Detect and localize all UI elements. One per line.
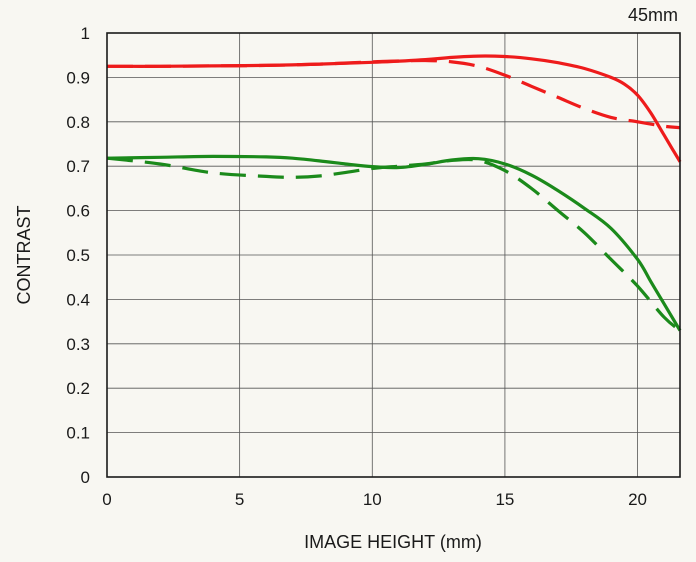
- x-tick-label-2: 10: [363, 490, 382, 509]
- chart-title: 45mm: [628, 5, 678, 25]
- y-tick-label-5: 0.5: [66, 246, 90, 265]
- x-tick-label-3: 15: [495, 490, 514, 509]
- y-tick-label-0: 0: [81, 468, 90, 487]
- y-tick-label-10: 1: [81, 24, 90, 43]
- y-tick-label-7: 0.7: [66, 157, 90, 176]
- x-tick-label-0: 0: [102, 490, 111, 509]
- plot-frame: [106, 32, 681, 478]
- y-tick-label-9: 0.9: [66, 68, 90, 87]
- x-axis-label: IMAGE HEIGHT (mm): [304, 532, 482, 552]
- tick-labels: 00.10.20.30.40.50.60.70.80.910 5 10 15 20: [66, 24, 647, 509]
- y-axis-label: CONTRAST: [14, 205, 34, 304]
- y-tick-label-8: 0.8: [66, 113, 90, 132]
- y-tick-label-2: 0.2: [66, 379, 90, 398]
- y-tick-label-4: 0.4: [66, 290, 90, 309]
- x-tick-label-1: 5: [235, 490, 244, 509]
- y-tick-label-1: 0.1: [66, 424, 90, 443]
- x-tick-label-4: 20: [628, 490, 647, 509]
- series-lines: [106, 54, 682, 332]
- y-tick-label-3: 0.3: [66, 335, 90, 354]
- series-line-3: [106, 156, 682, 332]
- y-tick-label-6: 0.6: [66, 202, 90, 221]
- series-line-1: [106, 58, 681, 130]
